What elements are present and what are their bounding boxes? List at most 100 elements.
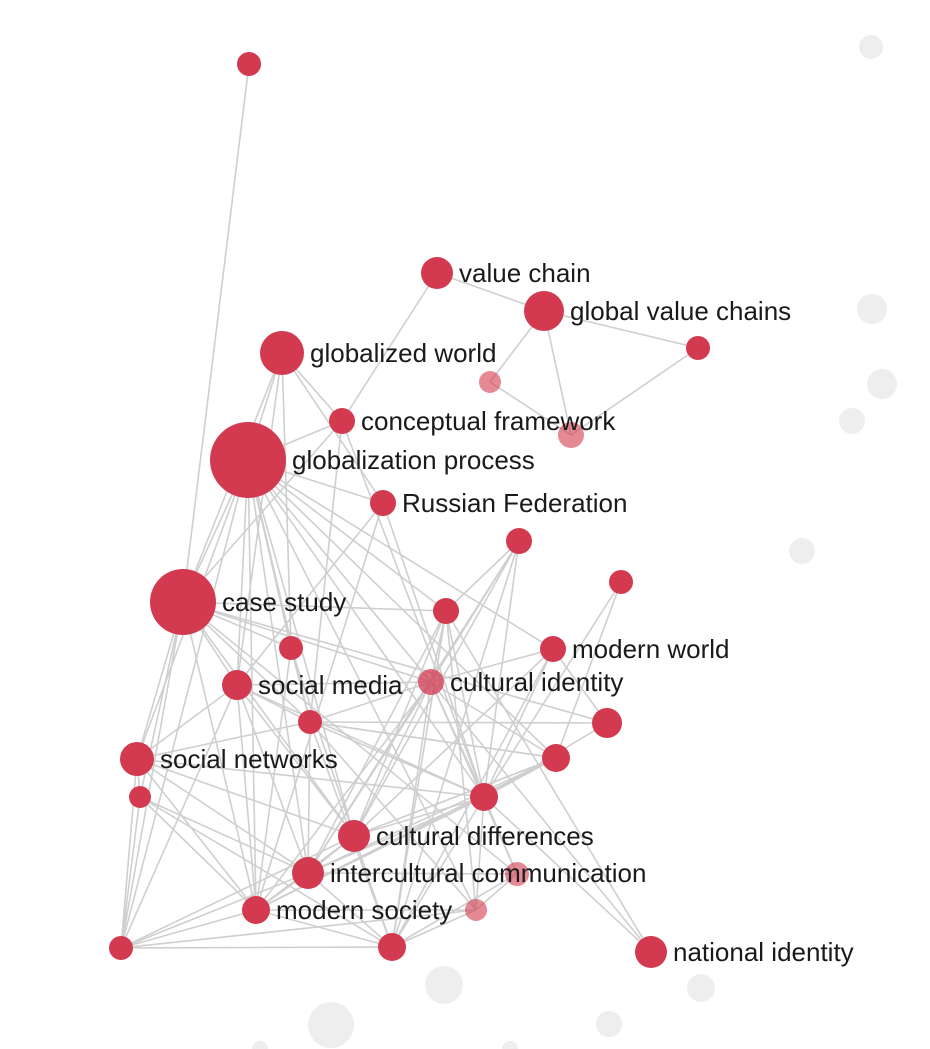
node-globalized-world[interactable] — [260, 331, 304, 375]
node-m6[interactable] — [592, 708, 622, 738]
edge-m1-m3 — [445, 540, 520, 612]
edge-ci-ni — [430, 681, 652, 953]
edge-gp-m5 — [247, 459, 311, 723]
node-gvcR[interactable] — [686, 336, 710, 360]
label-intercultural-communication: intercultural communication — [330, 858, 646, 888]
edge-ic-icR — [307, 872, 518, 875]
background-node-6 — [425, 966, 463, 1004]
node-bl[interactable] — [109, 936, 133, 960]
edge-m5-msR — [309, 721, 477, 911]
node-modern-world[interactable] — [540, 636, 566, 662]
node-m5[interactable] — [298, 710, 322, 734]
node-russian-federation[interactable] — [370, 490, 396, 516]
label-value-chain: value chain — [459, 258, 591, 288]
edge-cfR-gvcR — [570, 347, 699, 436]
edge-gp-m3 — [247, 459, 447, 612]
label-globalization-process: globalization process — [292, 445, 535, 475]
edge-rf-m9 — [382, 502, 485, 798]
node-labels: value chain global value chains globalized… — [160, 258, 854, 967]
edge-m7-ic — [307, 757, 557, 874]
label-cultural-differences: cultural differences — [376, 821, 594, 851]
edge-gw-m4 — [281, 352, 292, 649]
node-global-value-chains[interactable] — [524, 291, 564, 331]
edge-cd-bm — [353, 835, 393, 948]
node-m4[interactable] — [279, 636, 303, 660]
edge-m5-m9 — [309, 721, 485, 798]
node-national-identity[interactable] — [635, 936, 667, 968]
label-case-study: case study — [222, 587, 346, 617]
edge-smd-bl — [120, 684, 238, 949]
background-node-1 — [859, 35, 883, 59]
node-globalization-process[interactable] — [210, 422, 286, 498]
edges — [120, 63, 699, 953]
edge-m3-msR — [445, 610, 477, 911]
node-social-media[interactable] — [222, 670, 252, 700]
edge-gvc-gvcR — [543, 310, 699, 349]
node-m1[interactable] — [506, 528, 532, 554]
node-cultural-identity[interactable] — [418, 669, 444, 695]
node-m9[interactable] — [470, 783, 498, 811]
node-modern-society[interactable] — [242, 896, 270, 924]
edge-smd-sn — [136, 684, 238, 760]
node-m2[interactable] — [609, 570, 633, 594]
label-global-value-chains: global value chains — [570, 296, 791, 326]
label-cultural-identity: cultural identity — [450, 667, 623, 697]
node-conceptual-framework[interactable] — [329, 408, 355, 434]
node-value-chain[interactable] — [421, 257, 453, 289]
edge-m5-sn — [136, 721, 311, 760]
label-modern-society: modern society — [276, 895, 452, 925]
edge-ic-bl — [120, 872, 309, 949]
edge-ms-bm — [255, 909, 393, 948]
node-intercultural-communication[interactable] — [292, 857, 324, 889]
edge-vc-cf — [341, 272, 438, 422]
edge-cs-ci — [182, 601, 432, 683]
node-msR[interactable] — [465, 899, 487, 921]
node-m3[interactable] — [433, 598, 459, 624]
edge-sn-ic — [136, 758, 309, 874]
background-node-11 — [502, 1041, 518, 1049]
edge-m9-ni — [483, 796, 652, 953]
node-bm[interactable] — [378, 933, 406, 961]
background-node-10 — [252, 1041, 268, 1049]
edge-gvc-cfR — [543, 310, 572, 436]
node-m8[interactable] — [129, 786, 151, 808]
edge-m9-msR — [475, 796, 485, 911]
edge-m4-cd — [290, 647, 355, 837]
background-node-3 — [867, 369, 897, 399]
node-sm1[interactable] — [479, 371, 501, 393]
edge-cs-m6 — [182, 601, 608, 724]
edge-sm1-cfR — [489, 381, 572, 436]
edge-smd-cd — [236, 684, 355, 837]
edge-cs-cd — [182, 601, 355, 837]
edge-m5-ic — [307, 721, 311, 874]
node-m7[interactable] — [542, 744, 570, 772]
edge-bl-bm — [120, 946, 393, 949]
node-top[interactable] — [237, 52, 261, 76]
background-node-8 — [308, 1002, 354, 1048]
node-cfR[interactable] — [558, 422, 584, 448]
node-case-study[interactable] — [150, 569, 216, 635]
edge-icR-bm — [391, 873, 518, 948]
edge-m2-m9 — [483, 581, 622, 798]
node-cultural-differences[interactable] — [338, 820, 370, 852]
background-nodes — [252, 35, 897, 1049]
edge-cd-m7 — [353, 757, 557, 837]
background-node-4 — [839, 408, 865, 434]
edge-cf-m9 — [341, 420, 485, 798]
edge-gp-bl — [120, 459, 249, 949]
background-node-2 — [857, 294, 887, 324]
edge-gp-m9 — [247, 459, 485, 798]
node-icR[interactable] — [505, 862, 529, 886]
background-node-9 — [596, 1011, 622, 1037]
label-national-identity: national identity — [673, 937, 854, 967]
edge-m3-ic — [307, 610, 447, 874]
edge-m7-m5 — [309, 721, 557, 759]
node-social-networks[interactable] — [120, 742, 154, 776]
label-russian-federation: Russian Federation — [402, 488, 627, 518]
background-node-5 — [789, 538, 815, 564]
edge-m9-cd — [353, 796, 485, 837]
edge-gp-ic — [247, 459, 309, 874]
edge-smd-m9 — [236, 684, 485, 798]
edge-m8-bm — [139, 796, 393, 948]
